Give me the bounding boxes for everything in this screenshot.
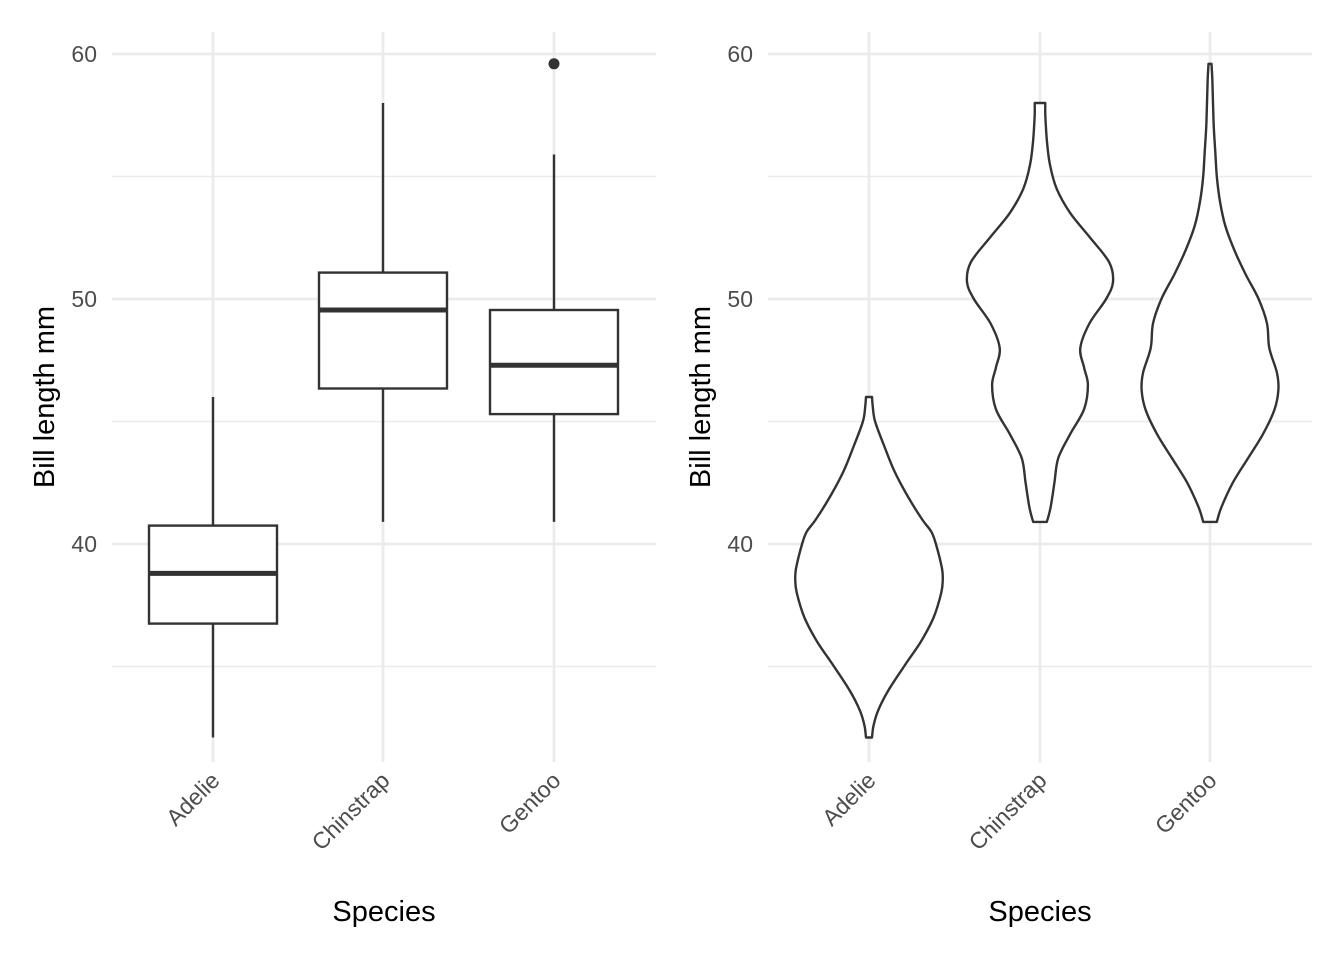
y-tick-label: 40: [71, 531, 97, 557]
x-tick-label: Adelie: [161, 767, 225, 831]
x-tick-label: Chinstrap: [964, 767, 1052, 855]
x-tick-label: Gentoo: [494, 767, 566, 839]
box-adelie: [147, 397, 279, 738]
x-axis-title: Species: [988, 896, 1091, 928]
x-axis-title: Species: [332, 896, 435, 928]
violin-adelie: [793, 395, 945, 739]
y-tick-label: 50: [71, 286, 97, 312]
box-chinstrap: [317, 103, 449, 522]
x-tick-label: Chinstrap: [307, 767, 395, 855]
box-iqr: [317, 271, 449, 390]
violin-gentoo: [1140, 62, 1280, 524]
x-tick-label: Gentoo: [1150, 767, 1222, 839]
boxplot-panel: 40 50 60 Adelie Chinstrap Gentoo Species Bill l…: [29, 32, 656, 928]
y-axis-title: Bill length mm: [29, 306, 61, 488]
violin-panel: 40 50 60 Adelie Chinstrap Gentoo Species Bill l…: [685, 32, 1312, 928]
violin-chinstrap: [965, 101, 1115, 524]
y-tick-label: 40: [727, 531, 753, 557]
y-axis-title: Bill length mm: [685, 306, 717, 488]
box-iqr: [488, 308, 620, 416]
outlier-point: [548, 58, 560, 70]
y-tick-label: 60: [71, 41, 97, 67]
box-gentoo: [488, 58, 620, 522]
y-tick-label: 60: [727, 41, 753, 67]
x-tick-label: Adelie: [817, 767, 881, 831]
y-tick-label: 50: [727, 286, 753, 312]
